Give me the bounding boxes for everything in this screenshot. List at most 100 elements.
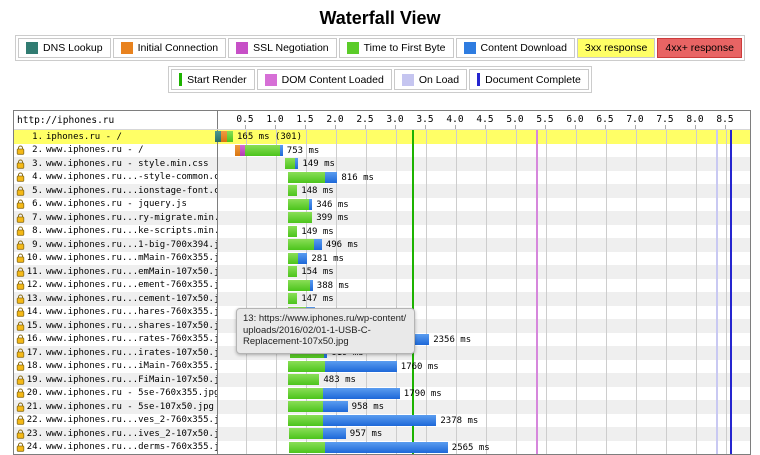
request-label[interactable]: 16. www.iphones.ru...rates-760x355.jpg (14, 332, 218, 346)
request-label[interactable]: 15. www.iphones.ru...shares-107x50.jpg (14, 319, 218, 333)
request-label[interactable]: 1. iphones.ru - / (14, 130, 218, 144)
waterfall-row[interactable]: 7. www.iphones.ru...ry-migrate.min.js 39… (14, 211, 750, 225)
request-timeline: 483 ms (218, 373, 750, 387)
https-lock-icon (16, 186, 25, 196)
https-lock-icon (16, 280, 25, 290)
axis-tick-mark (365, 125, 366, 129)
waterfall-row[interactable]: 2. www.iphones.ru - / 753 ms (14, 143, 750, 157)
request-bar[interactable] (288, 225, 298, 237)
request-time-label: 483 ms (323, 375, 356, 385)
request-bar[interactable] (288, 239, 322, 250)
request-label[interactable]: 19. www.iphones.ru...FiMain-107x50.jpg (14, 373, 218, 387)
axis-tick-label: 3.5 (416, 114, 434, 125)
download-segment (322, 414, 437, 426)
waterfall-row[interactable]: 8. www.iphones.ru...ke-scripts.min.js 14… (14, 224, 750, 238)
request-label[interactable]: 20. www.iphones.ru - 5se-760x355.jpg (14, 386, 218, 400)
legend-event-swatch (401, 73, 414, 86)
waterfall-row[interactable]: 23. www.iphones.ru...ives_2-107x50.jpg 9… (14, 427, 750, 441)
request-label[interactable]: 3. www.iphones.ru - style.min.css (14, 157, 218, 171)
axis-tick-label: 1.0 (266, 114, 284, 125)
request-bar[interactable] (288, 279, 313, 291)
waterfall-row[interactable]: 1. iphones.ru - / 165 ms (301) (14, 130, 750, 144)
https-lock-icon (16, 375, 25, 385)
request-timeline: 399 ms (218, 211, 750, 225)
request-label[interactable]: 24. www.iphones.ru...derms-760x355.jpg (14, 440, 218, 454)
https-lock-icon (16, 226, 25, 236)
request-bar[interactable] (288, 293, 298, 304)
request-time-label: 149 ms (302, 159, 335, 169)
waterfall-row[interactable]: 10. www.iphones.ru...mMain-760x355.jpg 2… (14, 251, 750, 265)
request-bar[interactable] (288, 360, 397, 372)
request-bar[interactable] (288, 198, 313, 210)
request-bar[interactable] (288, 441, 448, 453)
axis-tick-label: 8.0 (686, 114, 704, 125)
legend-phase-label: 4xx+ response (665, 42, 734, 54)
request-bar[interactable] (288, 266, 298, 277)
waterfall-row[interactable]: 18. www.iphones.ru...iMain-760x355.jpg 1… (14, 359, 750, 373)
waterfall-row[interactable]: 4. www.iphones.ru...-style-common.css 81… (14, 170, 750, 184)
ttfb-segment (288, 239, 314, 250)
legend-event-swatch (264, 73, 277, 86)
waterfall-row[interactable]: 5. www.iphones.ru...ionstage-font.css 14… (14, 184, 750, 198)
legend-event-swatch (179, 73, 183, 86)
request-timeline: 147 ms (218, 292, 750, 306)
waterfall-row[interactable]: 21. www.iphones.ru - 5se-107x50.jpg 958 … (14, 400, 750, 414)
waterfall-row[interactable]: 6. www.iphones.ru - jquery.js 346 ms (14, 197, 750, 211)
request-bar[interactable] (288, 401, 348, 412)
waterfall-row[interactable]: 22. www.iphones.ru...ves_2-760x355.jpg 2… (14, 413, 750, 428)
request-label[interactable]: 8. www.iphones.ru...ke-scripts.min.js (14, 224, 218, 238)
request-bar[interactable] (234, 144, 283, 156)
dns-segment (215, 131, 221, 142)
waterfall-row[interactable]: 19. www.iphones.ru...FiMain-107x50.jpg 4… (14, 373, 750, 387)
request-bar[interactable] (288, 185, 298, 196)
https-lock-icon (16, 402, 25, 412)
waterfall-row[interactable]: 24. www.iphones.ru...derms-760x355.jpg 2… (14, 440, 750, 454)
request-bar[interactable] (285, 158, 299, 169)
download-segment (322, 428, 346, 439)
request-label[interactable]: 17. www.iphones.ru...irates-107x50.jpg (14, 346, 218, 360)
request-label[interactable]: 12. www.iphones.ru...ement-760x355.jpg (14, 278, 218, 292)
waterfall-row[interactable]: 11. www.iphones.ru...emMain-107x50.jpg 1… (14, 265, 750, 279)
https-lock-icon (16, 415, 25, 425)
waterfall-row[interactable]: 9. www.iphones.ru...1-big-700x394.jpg 49… (14, 238, 750, 252)
waterfall-row[interactable]: 13. www.iphones.ru...cement-107x50.jpg 1… (14, 292, 750, 306)
request-url: www.iphones.ru...ionstage-font.css (46, 185, 218, 196)
request-label[interactable]: 18. www.iphones.ru...iMain-760x355.jpg (14, 359, 218, 373)
request-number: 18. (26, 361, 43, 372)
request-timeline: 2378 ms (218, 414, 750, 428)
request-label[interactable]: 10. www.iphones.ru...mMain-760x355.jpg (14, 251, 218, 265)
request-label[interactable]: 13. www.iphones.ru...cement-107x50.jpg (14, 292, 218, 306)
request-label[interactable]: 23. www.iphones.ru...ives_2-107x50.jpg (14, 427, 218, 441)
waterfall-row[interactable]: 12. www.iphones.ru...ement-760x355.jpg 3… (14, 278, 750, 292)
request-bar[interactable] (288, 252, 308, 264)
request-bar[interactable] (288, 414, 437, 426)
axis-tick-mark (245, 125, 246, 129)
legend-phase-swatch (346, 42, 359, 54)
waterfall-row[interactable]: 20. www.iphones.ru - 5se-760x355.jpg 179… (14, 386, 750, 400)
axis-tick-mark (485, 125, 486, 129)
request-label[interactable]: 7. www.iphones.ru...ry-migrate.min.js (14, 211, 218, 225)
request-label[interactable]: 9. www.iphones.ru...1-big-700x394.jpg (14, 238, 218, 252)
request-bar[interactable] (288, 428, 346, 439)
request-label[interactable]: 21. www.iphones.ru - 5se-107x50.jpg (14, 400, 218, 414)
request-bar[interactable] (288, 212, 313, 223)
request-bar[interactable] (288, 387, 400, 399)
legend-event-label: On Load (418, 73, 460, 86)
request-label[interactable]: 2. www.iphones.ru - / (14, 143, 218, 157)
request-label[interactable]: 11. www.iphones.ru...emMain-107x50.jpg (14, 265, 218, 279)
ttfb-segment (288, 212, 313, 223)
request-bar[interactable] (215, 131, 233, 142)
request-label[interactable]: 14. www.iphones.ru...hares-760x355.jpg (14, 305, 218, 319)
request-label[interactable]: 22. www.iphones.ru...ves_2-760x355.jpg (14, 413, 218, 427)
request-label[interactable]: 6. www.iphones.ru - jquery.js (14, 197, 218, 211)
request-label[interactable]: 4. www.iphones.ru...-style-common.css (14, 170, 218, 184)
request-label[interactable]: 5. www.iphones.ru...ionstage-font.css (14, 184, 218, 198)
waterfall-row[interactable]: 3. www.iphones.ru - style.min.css 149 ms (14, 157, 750, 171)
request-bar[interactable] (288, 374, 320, 385)
https-lock-icon (16, 361, 25, 371)
https-lock-icon (16, 253, 25, 263)
axis-tick-mark (725, 125, 726, 129)
axis-tick-mark (545, 125, 546, 129)
request-bar[interactable] (288, 171, 338, 183)
page-url-header: http://iphones.ru (14, 111, 218, 129)
